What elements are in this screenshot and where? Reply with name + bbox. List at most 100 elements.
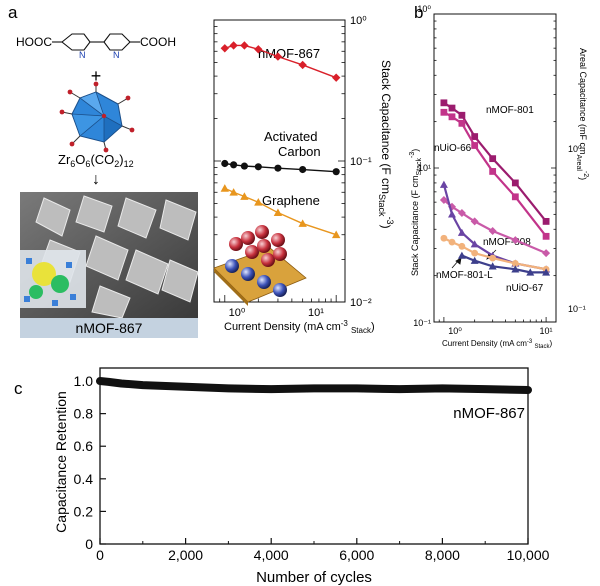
panel-c-xtick-label: 2,000 xyxy=(168,547,203,563)
panel-c-ytick-label: 0.4 xyxy=(74,471,94,487)
panel-b-data-point xyxy=(470,217,479,226)
panel-b-data-point xyxy=(448,104,456,112)
panel-b-data-point xyxy=(511,236,520,245)
panel-a-data-point xyxy=(240,41,249,50)
panel-b-data-point xyxy=(458,119,466,127)
panel-a-plot: 10⁰ 10⁻¹ 10⁻² 10⁰ 10¹ Current Density (m… xyxy=(213,15,395,335)
panel-b-plot: 10¹ 10⁰ 10⁻¹ 10⁰ 10⁻¹ 10⁰ 10¹ Current De… xyxy=(409,4,589,350)
panel-c-xtick-label: 6,000 xyxy=(339,547,374,563)
sem-caption: nMOF-867 xyxy=(76,320,143,336)
panel-b-ytick-label: 10⁰ xyxy=(417,4,431,14)
panel-b-data-point xyxy=(489,168,497,175)
panel-a-data-point xyxy=(229,188,238,196)
zr6-cluster-icon xyxy=(59,81,135,153)
panel-b-x-axis-label: Current Density (mA cm-3 Stack) xyxy=(442,339,553,350)
panel-a-data-point xyxy=(254,45,263,54)
panel-b-data-point xyxy=(457,228,466,236)
panel-b-data-point xyxy=(457,251,466,259)
panel-b-series-label-nmof801l: nMOF-801-L xyxy=(436,270,493,281)
panel-a-data-point xyxy=(331,73,341,82)
panel-b-data-point xyxy=(458,111,466,119)
panel-c-axes-frame xyxy=(99,367,529,545)
panel-b-data-point xyxy=(471,133,479,140)
panel-b-data-point xyxy=(448,238,456,246)
sem-caption-bar xyxy=(20,318,198,338)
stack-device-icon xyxy=(213,225,307,306)
panel-b-series-label-nmof808: nMOF-808 xyxy=(483,237,531,248)
panel-b-data-point xyxy=(439,180,448,188)
panel-b-right-ytick-label: 10⁻¹ xyxy=(568,304,586,314)
panel-c-y-axis-label: Capacitance Retention xyxy=(53,391,69,533)
panel-b-ytick-label: 10¹ xyxy=(418,163,431,173)
panel-a-xtick-label: 10¹ xyxy=(308,307,324,319)
panel-c-xtick-label: 4,000 xyxy=(254,547,289,563)
panel-a-data-point xyxy=(240,192,249,200)
panel-a-data-point xyxy=(298,219,307,227)
panel-b-data-point xyxy=(470,240,479,248)
linker-cooh-right: COOH xyxy=(140,35,176,49)
panel-c-ytick-label: 0 xyxy=(85,536,93,552)
panel-b-data-point xyxy=(448,113,456,121)
synthesis-scheme: HOOC N N COOH + xyxy=(16,33,199,338)
panel-c-ytick-label: 0.2 xyxy=(74,503,94,519)
panel-a-data-point xyxy=(221,159,229,168)
down-arrow-icon: ↓ xyxy=(92,171,100,188)
panel-a-data-point xyxy=(298,60,307,70)
plus-sign: + xyxy=(91,66,102,86)
panel-b-data-point xyxy=(440,99,448,107)
panel-a-data-point xyxy=(273,208,283,217)
panel-b-data-point xyxy=(542,268,551,276)
panel-a-series-label-nmof867: nMOF-867 xyxy=(258,46,320,61)
panel-label-c: c xyxy=(14,379,23,398)
panel-a-ytick-label: 10⁰ xyxy=(350,15,367,27)
panel-b-series-line xyxy=(461,254,547,274)
panel-a-series-label-carbon: Carbon xyxy=(278,144,321,159)
panel-a-data-point xyxy=(254,198,263,206)
framework-inset-icon xyxy=(24,258,76,306)
panel-a-data-point xyxy=(229,41,238,50)
panel-b-data-point xyxy=(542,232,550,240)
panel-a-xtick-label: 10⁰ xyxy=(229,307,246,319)
bipyridine-icon xyxy=(52,33,140,51)
linker-cooh-left: HOOC xyxy=(16,35,52,49)
panel-c-ytick-label: 0.6 xyxy=(74,438,94,454)
panel-b-ytick-label: 10⁻¹ xyxy=(413,318,431,328)
panel-a-data-point xyxy=(299,165,307,174)
panel-a-x-axis-label: Current Density (mA cm-3 Stack) xyxy=(224,319,375,335)
panel-c-x-axis-label: Number of cycles xyxy=(256,569,372,586)
panel-b-data-point xyxy=(471,249,479,257)
ring-nitrogen-left: N xyxy=(79,50,86,60)
panel-label-b: b xyxy=(414,3,423,22)
panel-b-series-label-nuio67: nUiO-67 xyxy=(506,283,544,294)
panel-a-data-point xyxy=(220,44,229,53)
panel-b-data-point xyxy=(489,254,497,262)
panel-b-data-point xyxy=(488,262,497,270)
panel-a-series-label-activated: Activated xyxy=(264,129,317,144)
panel-c-series-label: nMOF-867 xyxy=(453,405,525,422)
panel-c-xtick-label: 0 xyxy=(96,547,104,563)
panel-b-data-point xyxy=(511,260,519,267)
cluster-formula: Zr6O6(CO2)12 xyxy=(58,152,134,169)
panel-a-ytick-label: 10⁻² xyxy=(350,297,372,309)
panel-label-a: a xyxy=(8,3,18,22)
panel-b-data-point xyxy=(542,218,550,225)
panel-c-xtick-label: 10,000 xyxy=(507,547,550,563)
ring-nitrogen-right: N xyxy=(113,50,120,60)
panel-b-data-point xyxy=(542,249,551,258)
panel-b-data-point xyxy=(526,268,535,276)
panel-a-data-point xyxy=(220,184,229,192)
panel-b-data-point xyxy=(489,155,497,163)
panel-b-data-point xyxy=(447,210,456,218)
panel-b-data-point xyxy=(488,226,497,235)
sem-image xyxy=(20,192,199,319)
panel-c-ytick-label: 0.8 xyxy=(74,406,94,422)
panel-b-data-point xyxy=(439,195,448,204)
panel-a-data-point xyxy=(274,164,282,172)
panel-b-series-label-nuio66: nUiO-66 xyxy=(434,143,472,154)
panel-b-xtick-label: 10¹ xyxy=(539,326,552,336)
panel-b-data-point xyxy=(470,256,479,264)
panel-a-y-axis-label: Stack Capacitance (F cmStack-3) xyxy=(377,60,395,229)
panel-b-series-label-nmof801: nMOF-801 xyxy=(486,105,534,116)
panel-b-data-point xyxy=(440,108,448,116)
